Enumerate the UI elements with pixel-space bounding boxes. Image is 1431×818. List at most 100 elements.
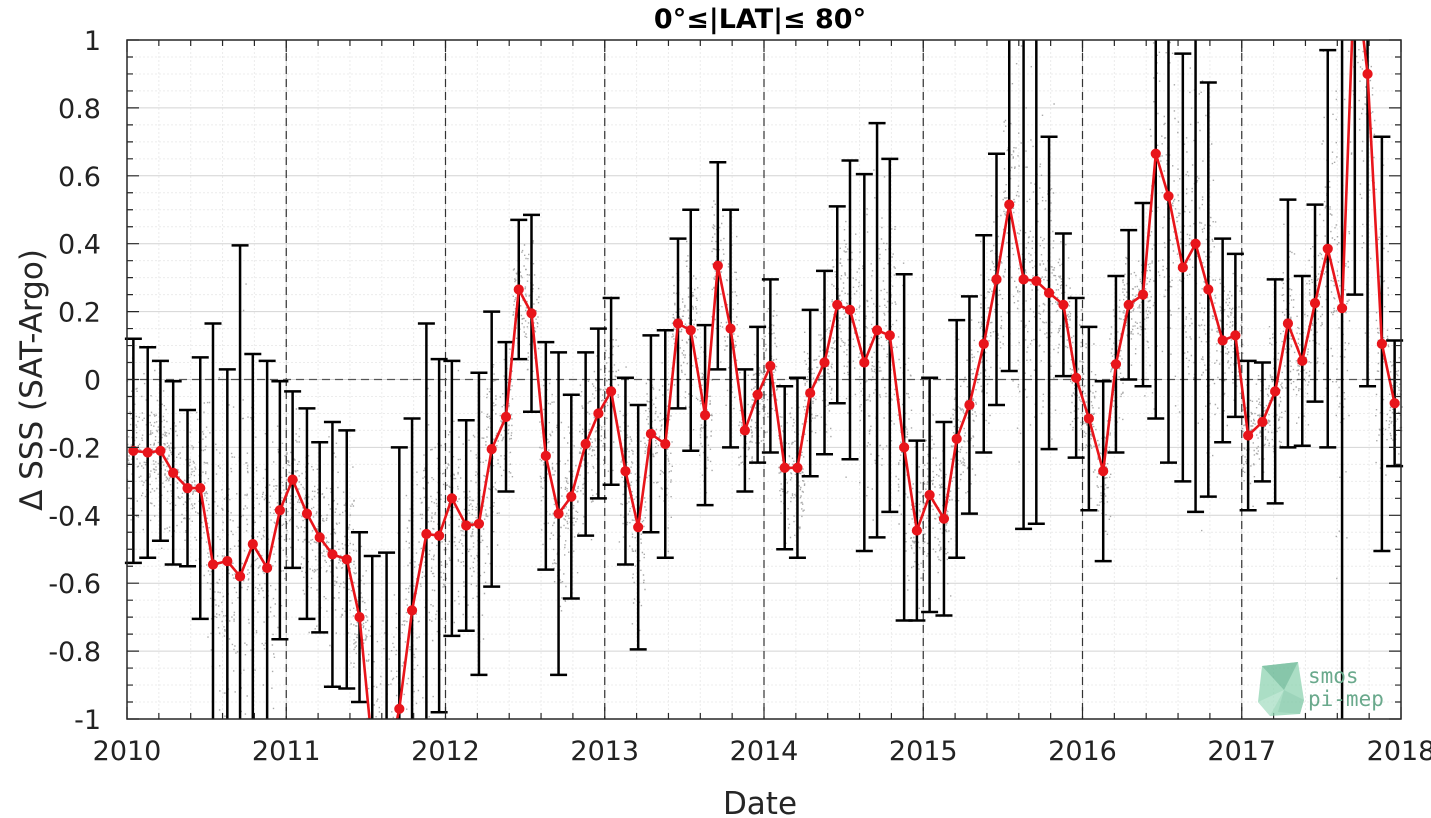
data-point <box>274 505 285 516</box>
y-tick-label: 0.8 <box>58 94 101 125</box>
x-tick-label: 2010 <box>93 736 162 767</box>
x-tick-label: 2018 <box>1367 736 1431 767</box>
data-point <box>752 389 763 400</box>
data-point <box>566 491 577 502</box>
x-tick-label: 2013 <box>570 736 639 767</box>
error-bar <box>244 352 262 719</box>
data-point <box>341 554 352 565</box>
data-point <box>434 530 445 541</box>
data-point <box>1177 262 1188 273</box>
error-bar <box>231 244 249 719</box>
data-point <box>182 483 193 494</box>
data-point <box>779 462 790 473</box>
data-point <box>672 318 684 329</box>
x-tick-label: 2016 <box>1048 736 1117 767</box>
data-point <box>222 556 233 567</box>
series-line <box>128 40 1400 719</box>
data-point <box>924 489 935 501</box>
y-tick-labels: -1 -0.8 -0.6 -0.4 -0.2 0 0.2 0.4 0.6 0.8 1 <box>48 26 101 736</box>
data-point <box>739 425 750 436</box>
data-point <box>1389 398 1400 409</box>
logo-line-2: pi-mep <box>1308 687 1384 711</box>
data-point <box>580 438 591 450</box>
data-point <box>301 508 313 519</box>
data-point <box>1376 338 1387 349</box>
data-point <box>526 308 537 319</box>
data-point <box>142 447 153 458</box>
x-tick-label: 2015 <box>889 736 958 767</box>
data-point <box>1123 299 1134 310</box>
data-point <box>1031 275 1042 287</box>
data-point <box>606 386 617 397</box>
error-bar <box>417 322 435 719</box>
y-tick-label: 0.4 <box>58 230 101 261</box>
error-bar <box>378 551 396 719</box>
error-bar <box>258 359 276 719</box>
data-point <box>1282 318 1294 329</box>
axis-ticks <box>126 39 1402 720</box>
data-point <box>354 612 365 623</box>
y-tick-label: -0.4 <box>48 501 101 532</box>
data-point <box>207 559 219 570</box>
smos-pimep-logo: smos pi-mep <box>1258 662 1384 716</box>
data-point <box>314 532 325 543</box>
data-point <box>964 399 975 411</box>
error-bar <box>204 322 222 719</box>
data-point <box>699 410 711 421</box>
error-bar <box>1159 40 1177 464</box>
data-point <box>513 284 524 295</box>
data-point <box>128 445 139 456</box>
data-point <box>633 522 644 533</box>
error-bar <box>403 417 421 719</box>
error-bar <box>1147 40 1165 420</box>
data-point <box>978 338 989 349</box>
data-point <box>859 357 870 368</box>
data-point <box>792 462 803 473</box>
data-point <box>540 450 551 461</box>
data-point <box>1362 68 1373 80</box>
data-point <box>620 466 631 477</box>
y-tick-label: -1 <box>74 705 101 736</box>
data-point <box>645 428 657 439</box>
x-axis-title: Date <box>723 786 797 818</box>
data-point <box>500 411 512 422</box>
data-point <box>1018 274 1029 285</box>
data-point <box>765 360 776 372</box>
data-point <box>1071 372 1082 383</box>
data-point <box>832 299 843 310</box>
x-tick-label: 2011 <box>252 736 321 767</box>
data-point <box>1297 355 1308 366</box>
data-point <box>899 442 910 453</box>
data-point <box>1150 148 1161 159</box>
data-point <box>1137 289 1149 300</box>
data-point <box>660 438 671 450</box>
data-point <box>1336 303 1348 314</box>
logo-line-1: smos <box>1308 664 1359 688</box>
error-bar <box>218 368 236 719</box>
error-bar <box>390 446 408 719</box>
data-point <box>884 330 895 341</box>
error-bar <box>1187 40 1205 514</box>
data-point <box>844 304 856 316</box>
data-point <box>1110 359 1122 370</box>
data-point <box>1004 199 1015 210</box>
data-point <box>1217 335 1228 346</box>
error-bar <box>1346 40 1364 296</box>
data-point <box>1083 413 1094 424</box>
data-point <box>1203 284 1214 295</box>
data-point <box>1043 287 1055 299</box>
data-point <box>1270 386 1281 397</box>
data-point <box>262 562 273 574</box>
data-point <box>911 525 922 536</box>
data-point <box>1190 238 1201 249</box>
y-tick-label: 0.2 <box>58 298 101 329</box>
data-point <box>1230 330 1241 341</box>
data-point <box>168 467 179 478</box>
data-point <box>938 513 950 524</box>
data-point <box>446 493 457 504</box>
data-point <box>1058 299 1069 310</box>
chart-title: 0°≤|LAT|≤ 80° <box>654 4 866 35</box>
x-tick-label: 2012 <box>411 736 480 767</box>
data-point <box>1309 298 1321 309</box>
